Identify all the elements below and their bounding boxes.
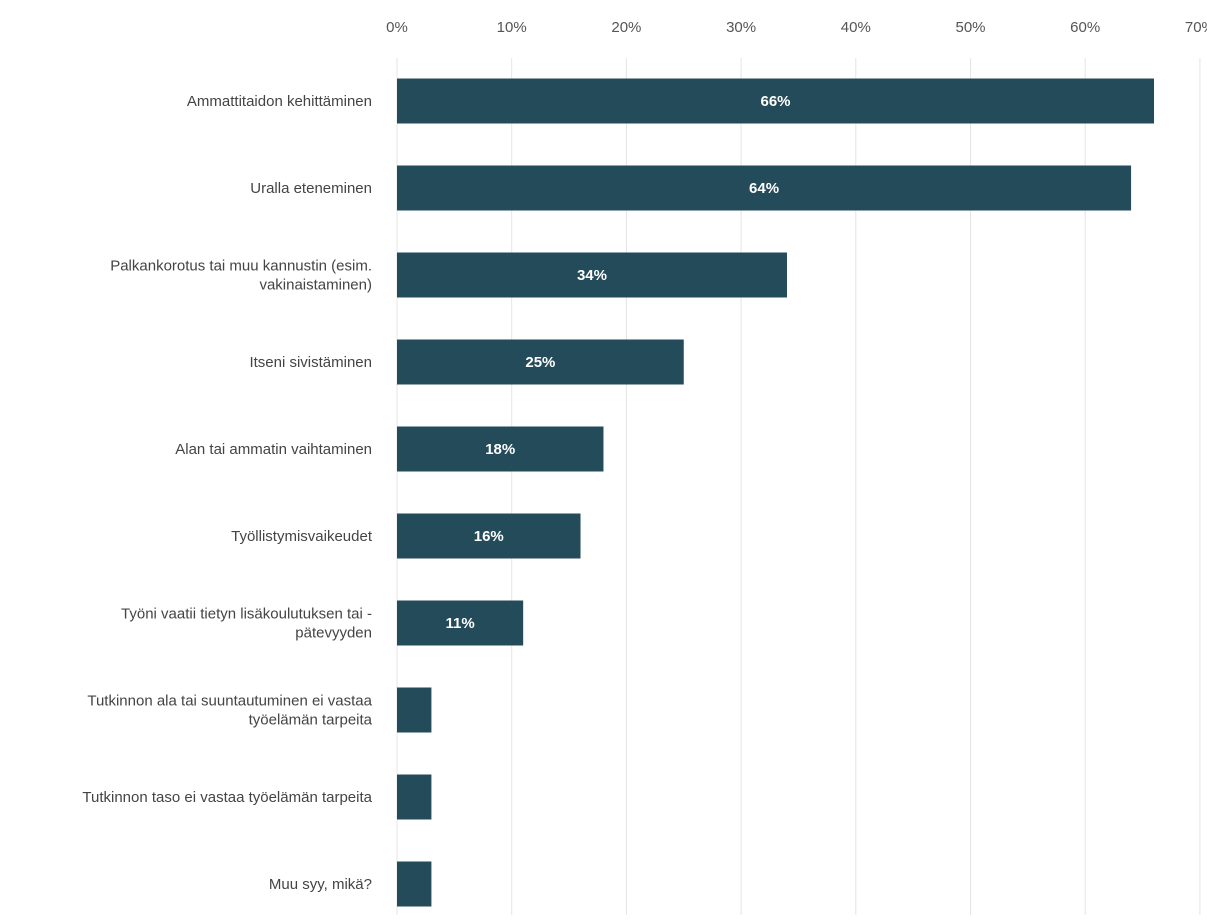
category-label-line: Palkankorotus tai muu kannustin (esim. — [110, 258, 372, 275]
category-label: Alan tai ammatin vaihtaminen — [175, 441, 372, 458]
bar — [397, 165, 1132, 211]
x-axis-ticks: 0% 10% 20% 30% 40% 50% 60% 70% — [386, 19, 1207, 36]
bar — [397, 600, 524, 646]
x-tick-label: 10% — [497, 19, 527, 36]
bar — [397, 687, 432, 733]
data-label: 64% — [749, 180, 779, 197]
bar — [397, 426, 604, 472]
category-label: Työni vaatii tietyn lisäkoulutuksen tai … — [121, 606, 372, 642]
data-label: 16% — [474, 528, 504, 545]
x-tick-label: 20% — [611, 19, 641, 36]
bar — [397, 252, 787, 298]
x-tick-label: 0% — [386, 19, 408, 36]
category-label-line: Ammattitaidon kehittäminen — [187, 93, 372, 110]
category-label: Työllistymisvaikeudet — [231, 528, 373, 545]
category-label-line: Muu syy, mikä? — [269, 876, 372, 893]
category-label: Tutkinnon ala tai suuntautuminen ei vast… — [87, 693, 372, 729]
data-label: 18% — [485, 441, 515, 458]
data-label: 25% — [525, 354, 555, 371]
data-label: 11% — [445, 615, 474, 632]
data-labels: 66% 64% 34% 25% 18% 16% 11% — [445, 93, 790, 632]
category-label-line: pätevyyden — [295, 625, 372, 642]
bar — [397, 861, 432, 907]
category-label-line: Tutkinnon taso ei vastaa työelämän tarpe… — [82, 789, 372, 806]
bar — [397, 774, 432, 820]
category-label-line: vakinaistaminen) — [259, 277, 372, 294]
category-label: Tutkinnon taso ei vastaa työelämän tarpe… — [82, 789, 372, 806]
x-tick-label: 30% — [726, 19, 756, 36]
category-label-line: Itseni sivistäminen — [249, 354, 372, 371]
category-label: Muu syy, mikä? — [269, 876, 372, 893]
category-label-line: Tutkinnon ala tai suuntautuminen ei vast… — [87, 693, 372, 710]
bar — [397, 339, 684, 385]
bar — [397, 78, 1155, 124]
x-tick-label: 40% — [841, 19, 871, 36]
category-label: Itseni sivistäminen — [249, 354, 372, 371]
category-labels: Ammattitaidon kehittäminen Uralla etenemi… — [82, 93, 372, 893]
category-label-line: Uralla eteneminen — [250, 180, 372, 197]
x-tick-label: 70% — [1185, 19, 1207, 36]
category-label: Uralla eteneminen — [250, 180, 372, 197]
category-label-line: työelämän tarpeita — [249, 712, 373, 729]
category-label-line: Alan tai ammatin vaihtaminen — [175, 441, 372, 458]
data-label: 66% — [760, 93, 790, 110]
category-label: Palkankorotus tai muu kannustin (esim. va… — [110, 258, 372, 294]
x-tick-label: 60% — [1070, 19, 1100, 36]
category-label: Ammattitaidon kehittäminen — [187, 93, 372, 110]
category-label-line: Työni vaatii tietyn lisäkoulutuksen tai … — [121, 606, 372, 623]
bars — [397, 78, 1155, 907]
bar — [397, 513, 581, 559]
x-tick-label: 50% — [955, 19, 985, 36]
data-label: 34% — [577, 267, 607, 284]
category-label-line: Työllistymisvaikeudet — [231, 528, 373, 545]
